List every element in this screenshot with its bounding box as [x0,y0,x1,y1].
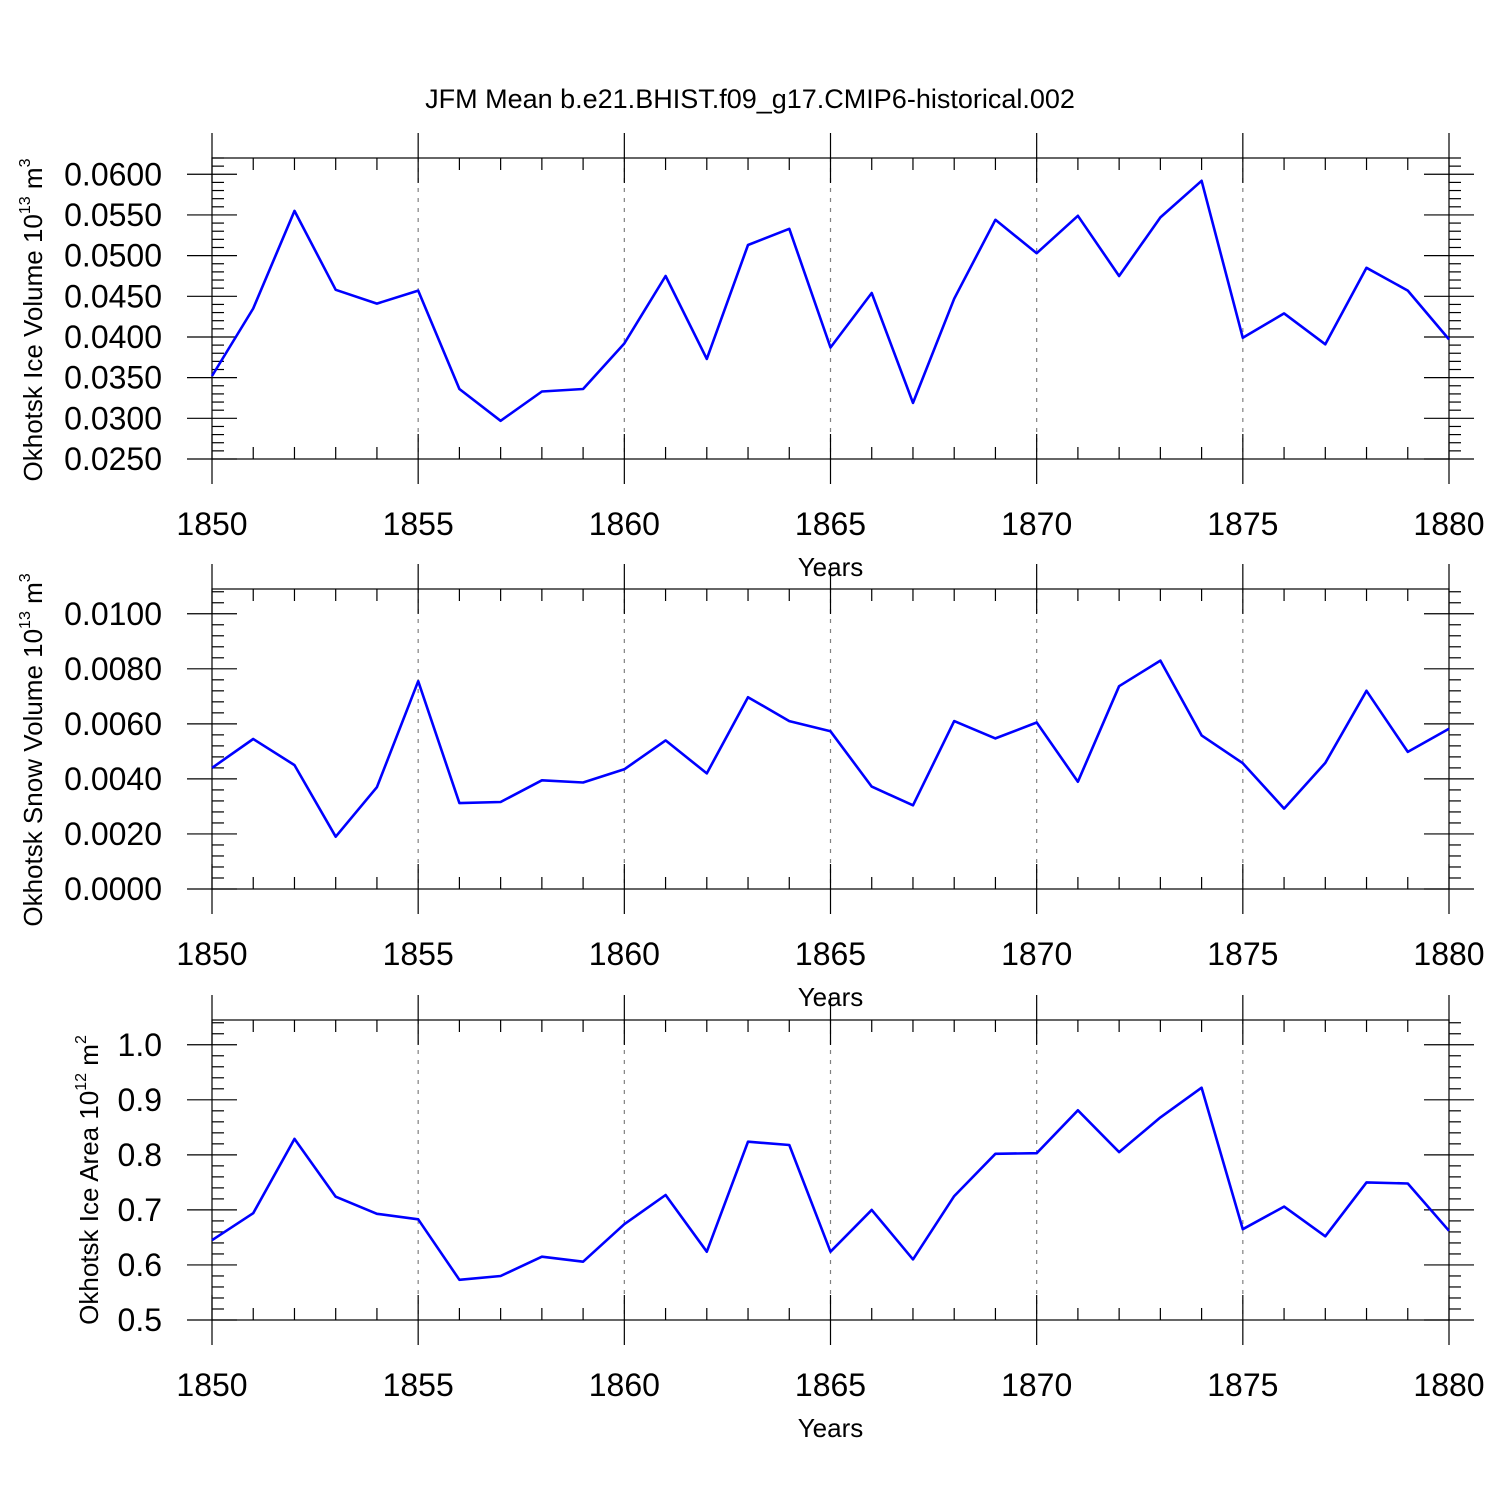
y-tick-label: 0.0450 [64,278,162,314]
chart-panel-2: 1850 1855 1860 1865 1870 1875 1880 0.0000 0.0020… [17,564,1485,1012]
x-tick-label: 1860 [589,506,660,542]
x-tick-label: 1855 [383,936,454,972]
chart-panel-1: 1850 1855 1860 1865 1870 1875 1880 0.0250 0.0300… [17,133,1485,582]
y-tick-label: 0.0300 [64,400,162,436]
y-tick-label: 0.0020 [64,816,162,852]
x-tick-label: 1860 [589,1367,660,1403]
x-tick-label: 1855 [383,506,454,542]
y-tick-label: 0.6 [118,1247,162,1283]
y-tick-label: 0.0350 [64,360,162,396]
y-tick-label: 0.0040 [64,761,162,797]
x-axis-label: Years [798,1413,864,1443]
y-axis-label: Okhotsk Ice Volume 1013 m3 [17,158,48,481]
x-tick-label: 1855 [383,1367,454,1403]
x-tick-label: 1880 [1413,936,1484,972]
y-tick-label: 0.0250 [64,441,162,477]
x-tick-label: 1875 [1207,506,1278,542]
y-tick-label: 1.0 [118,1027,162,1063]
x-tick-label: 1865 [795,936,866,972]
y-axis-label: Okhotsk Snow Volume 1013 m3 [17,573,48,926]
y-tick-label: 0.0000 [64,871,162,907]
x-tick-label: 1875 [1207,936,1278,972]
x-tick-label: 1870 [1001,936,1072,972]
x-tick-label: 1850 [176,1367,247,1403]
x-tick-label: 1875 [1207,1367,1278,1403]
x-tick-label: 1870 [1001,506,1072,542]
chart-title: JFM Mean b.e21.BHIST.f09_g17.CMIP6-histo… [425,84,1075,114]
y-tick-label: 0.0400 [64,319,162,355]
x-tick-label: 1865 [795,1367,866,1403]
x-tick-label: 1850 [176,936,247,972]
y-tick-label: 0.0060 [64,706,162,742]
y-tick-label: 0.0100 [64,596,162,632]
x-tick-label: 1880 [1413,506,1484,542]
y-tick-label: 0.0550 [64,197,162,233]
x-tick-label: 1870 [1001,1367,1072,1403]
y-tick-label: 0.5 [118,1302,162,1338]
y-axis-label: Okhotsk Ice Area 1012 m2 [73,1035,104,1325]
x-tick-label: 1865 [795,506,866,542]
y-tick-label: 0.9 [118,1082,162,1118]
y-tick-label: 0.0500 [64,238,162,274]
y-tick-label: 0.8 [118,1137,162,1173]
chart-panel-3: 1850 1855 1860 1865 1870 1875 1880 0.5 0.6 0.7 0.8… [73,995,1485,1443]
x-tick-label: 1880 [1413,1367,1484,1403]
y-tick-label: 0.0080 [64,651,162,687]
y-tick-label: 0.7 [118,1192,162,1228]
y-tick-label: 0.0600 [64,156,162,192]
x-tick-label: 1860 [589,936,660,972]
x-tick-label: 1850 [176,506,247,542]
